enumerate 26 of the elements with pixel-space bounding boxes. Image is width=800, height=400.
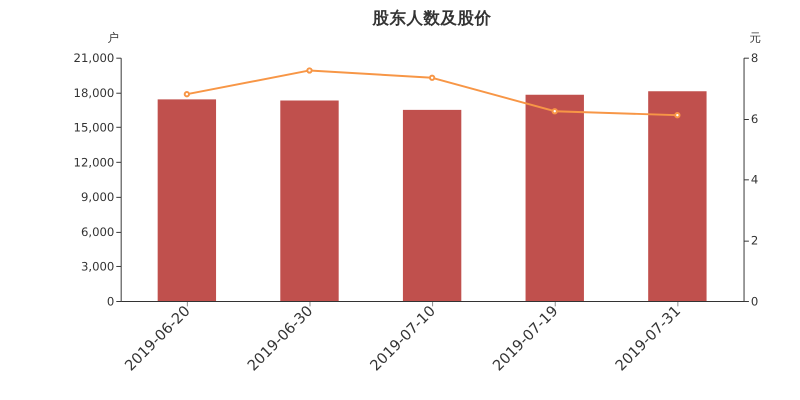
bar xyxy=(648,91,707,301)
y2-tick-label: 0 xyxy=(750,294,758,308)
bar xyxy=(526,94,584,301)
y2-tick-label: 2 xyxy=(750,234,758,248)
point xyxy=(428,74,436,81)
y-tick-label: 9,000 xyxy=(80,190,114,204)
y-axis-title: 户 xyxy=(107,30,120,45)
point xyxy=(674,112,681,118)
y-tick-label: 21,000 xyxy=(74,51,114,66)
point xyxy=(552,108,558,114)
y-tick-label: 0 xyxy=(106,294,114,308)
y2-tick-label: 6 xyxy=(750,112,758,126)
point xyxy=(184,91,190,98)
y2-axis-title: 元 xyxy=(750,30,762,45)
point xyxy=(306,67,313,74)
y2-tick-label: 4 xyxy=(750,172,758,187)
y-tick-label: 18,000 xyxy=(74,86,114,100)
y-tick-label: 3,000 xyxy=(80,260,114,274)
bar xyxy=(402,110,462,301)
y-tick-label: 12,000 xyxy=(74,155,114,170)
y2-tick-label: 8 xyxy=(750,51,758,66)
bar xyxy=(158,99,216,301)
chart-title: 股东人数及股价 xyxy=(372,8,493,28)
y-tick-label: 6,000 xyxy=(80,224,114,239)
bar xyxy=(280,100,339,301)
y-tick-label: 15,000 xyxy=(74,120,114,135)
